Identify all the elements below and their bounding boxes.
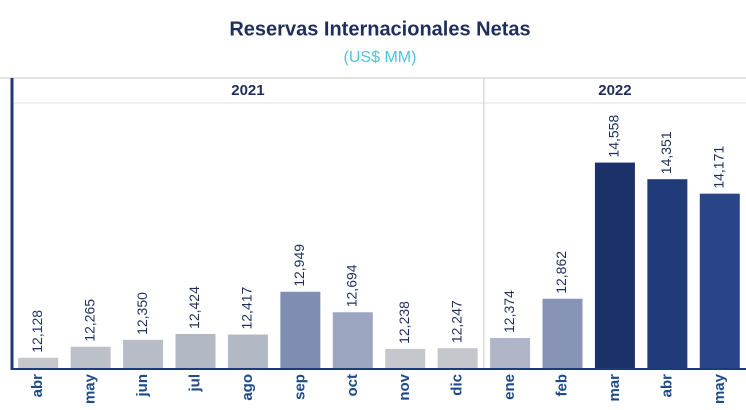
bar [437,348,478,368]
bar [647,179,688,368]
chart-subtitle: (US$ MM) [344,49,417,66]
bar [280,291,321,368]
x-tick-label: ene [501,374,518,400]
x-tick-label: jul [186,374,203,393]
value-label: 14,171 [710,146,726,189]
bar [123,339,164,368]
value-label: 12,694 [343,264,359,307]
x-tick-label: jun [134,374,151,398]
value-label: 14,351 [658,131,674,174]
value-label: 14,558 [606,115,622,158]
x-tick-label: feb [553,374,570,397]
value-label: 12,949 [291,244,307,287]
x-tick-label: dic [449,374,466,396]
value-label: 12,374 [501,290,517,333]
x-tick-label: may [711,373,728,404]
bar [542,298,583,368]
value-label: 12,265 [81,299,97,342]
bar [699,193,740,368]
group-label: 2022 [598,82,631,99]
x-tick-label: sep [291,374,308,400]
x-tick-label: oct [344,374,361,397]
bar [70,346,111,368]
bar [332,312,373,368]
value-label: 12,417 [239,286,255,329]
bar [490,337,531,368]
value-label: 12,424 [186,286,202,329]
x-tick-label: nov [396,373,413,400]
x-tick-label: abr [658,374,675,398]
chart-title: Reservas Internacionales Netas [229,18,530,40]
value-label: 12,350 [134,292,150,335]
x-tick-label: abr [29,374,46,398]
x-tick-label: may [82,373,99,404]
bar [594,162,635,368]
bar [385,348,426,368]
value-label: 12,128 [29,310,45,353]
value-label: 12,247 [448,300,464,343]
x-tick-label: ago [239,374,256,401]
x-tick-label: mar [606,374,623,402]
bar [175,333,216,368]
bar [227,334,268,368]
value-label: 12,238 [396,301,412,344]
group-label: 2021 [231,82,264,99]
value-label: 12,862 [553,251,569,294]
bar [18,357,59,368]
